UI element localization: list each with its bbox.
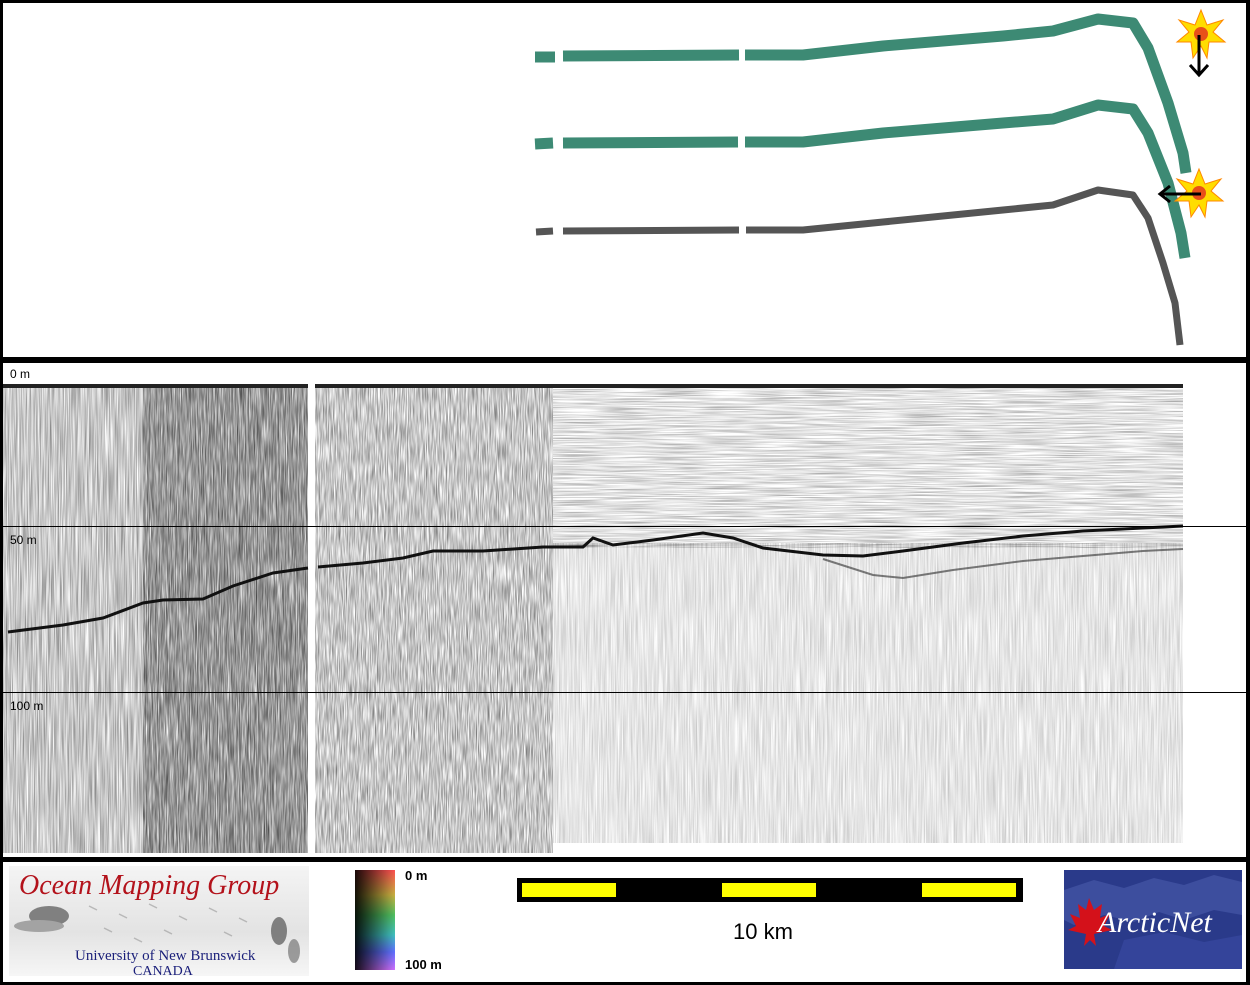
color-scale-top-label: 0 m — [405, 868, 428, 883]
arcticnet-wordmark: ArcticNet — [1098, 906, 1212, 939]
seafloor-subbottom — [822, 548, 1184, 580]
depth-color-scale — [355, 870, 395, 970]
echo-noise-strip — [143, 388, 313, 853]
omg-university: University of New Brunswick — [75, 948, 256, 964]
ocean-mapping-group-logo: Ocean Mapping Group University of New Br… — [9, 866, 309, 979]
profile-track — [535, 186, 1184, 346]
omg-country: CANADA — [133, 964, 193, 979]
arrow-down-icon — [1188, 35, 1210, 78]
arrow-left-icon — [1157, 184, 1201, 204]
surface-band — [3, 384, 1183, 388]
arcticnet-map-art — [1064, 875, 1242, 969]
scale-bar-label: 10 km — [733, 919, 793, 944]
depth-label-0: 0 m — [10, 367, 31, 381]
sun-icon — [1175, 8, 1227, 60]
swath-track-upper — [535, 13, 1192, 174]
echo-noise-right-bottom — [553, 543, 1183, 843]
color-scale-bottom-label: 100 m — [405, 957, 442, 972]
omg-title: Ocean Mapping Group — [19, 870, 280, 901]
arcticnet-logo: ArcticNet — [1064, 870, 1242, 969]
footer-panel: Ocean Mapping Group University of New Br… — [3, 862, 1246, 982]
echo-noise-right-top — [553, 388, 1183, 548]
depth-line-100 — [3, 692, 1246, 693]
depth-line-50 — [3, 526, 1246, 527]
maple-leaf-icon — [1068, 898, 1112, 946]
echogram-panel: 0 m 50 m 100 m — [3, 363, 1246, 857]
echogram — [3, 381, 1184, 857]
scale-segment — [522, 883, 616, 897]
swath-track-middle — [534, 99, 1191, 259]
tracks-map — [534, 8, 1227, 346]
track-overview-panel — [3, 3, 1246, 357]
depth-label-100: 100 m — [10, 699, 44, 713]
depth-label-50: 50 m — [10, 533, 37, 547]
scale-segment — [722, 883, 816, 897]
omg-logo-art — [14, 903, 300, 963]
echo-noise-center — [313, 388, 553, 853]
distance-scale-bar — [517, 878, 1023, 902]
data-gap — [308, 381, 315, 857]
scale-segment — [922, 883, 1016, 897]
seafloor-reflector — [7, 524, 1184, 634]
